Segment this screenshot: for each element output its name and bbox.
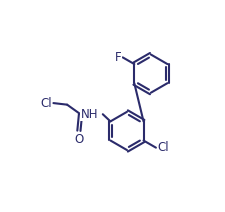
Text: Cl: Cl — [157, 141, 168, 154]
Text: F: F — [114, 51, 121, 64]
Text: O: O — [74, 133, 83, 146]
Text: NH: NH — [80, 108, 98, 121]
Text: Cl: Cl — [40, 97, 52, 110]
